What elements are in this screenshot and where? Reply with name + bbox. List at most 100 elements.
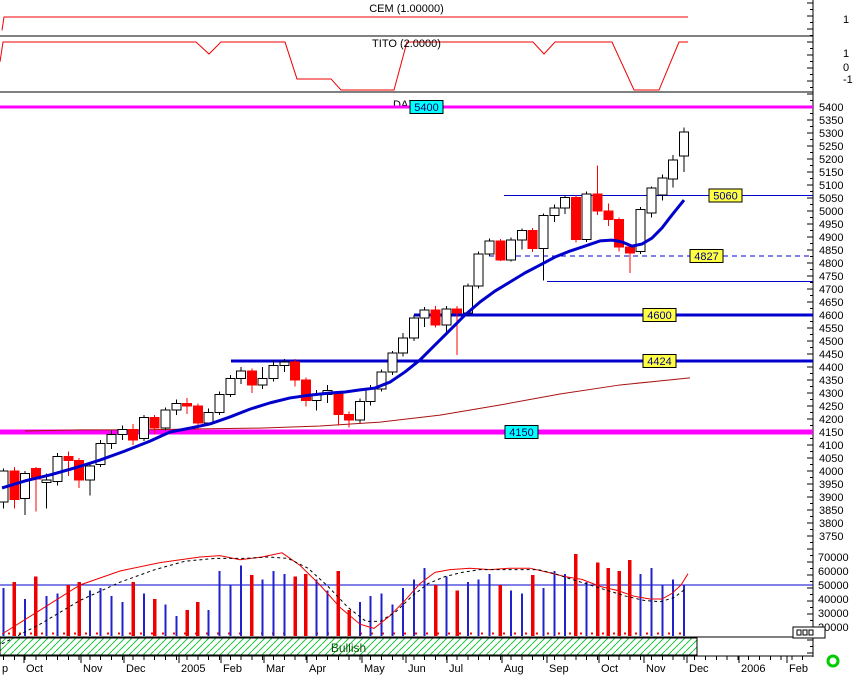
bullish-band	[0, 637, 698, 656]
price-level-box[interactable]	[689, 248, 724, 263]
week-ticks	[3, 656, 804, 660]
month-label: Sep	[549, 663, 569, 675]
price-axis-label: 4100	[819, 440, 843, 452]
volume-ma-black	[1, 556, 686, 645]
candle-body	[246, 370, 257, 386]
price-axis-label: 4250	[819, 401, 843, 413]
price-level-box[interactable]	[642, 308, 677, 322]
candle-body	[84, 465, 95, 481]
candle-body	[333, 392, 344, 415]
volume-axis-label: 30000	[818, 608, 849, 620]
price-level-box[interactable]	[409, 100, 444, 114]
price-level-label: 4150	[509, 427, 533, 439]
candle-body	[603, 210, 614, 220]
volume-bar	[185, 610, 189, 636]
volume-bar	[250, 575, 254, 636]
price-ma-fast	[1, 199, 686, 490]
tito-axis-label: 0	[843, 62, 849, 74]
price-axis-label: 4600	[819, 310, 843, 322]
volume-bar	[510, 590, 513, 636]
volume-bar	[455, 590, 459, 636]
price-axis-label: 4750	[819, 271, 843, 283]
price-axis-label: 5250	[819, 141, 843, 153]
candle-body	[408, 317, 419, 339]
month-label: p	[2, 663, 8, 675]
volume-bar	[336, 571, 341, 636]
candle-body	[52, 456, 63, 482]
volume-bar	[488, 573, 491, 636]
candle-body	[538, 215, 549, 250]
candle-body	[279, 361, 290, 367]
candle-body	[484, 240, 495, 255]
tito-axis-label: -1	[843, 74, 853, 86]
volume-bar	[682, 585, 685, 636]
month-label: Dec	[689, 663, 709, 675]
volume-bar	[369, 596, 372, 636]
candle-body	[365, 388, 376, 402]
candle-body	[203, 412, 214, 424]
price-axis-label: 5350	[819, 115, 843, 127]
volume-bars	[2, 554, 685, 636]
candle-body	[657, 177, 668, 196]
volume-bar	[293, 576, 297, 636]
candle-body	[668, 159, 679, 180]
price-level-box[interactable]	[708, 188, 743, 203]
volume-bar	[45, 596, 48, 636]
price-axis-label: 3850	[819, 505, 843, 517]
candle-body	[549, 207, 560, 217]
candles	[0, 127, 689, 516]
volume-bar	[412, 579, 415, 636]
price-axis-label: 4350	[819, 375, 843, 387]
volume-bar	[628, 559, 632, 636]
cem-line	[1, 16, 688, 31]
volume-bar	[530, 575, 535, 636]
price-axis-label: 5300	[819, 128, 843, 140]
candle-body	[95, 443, 106, 466]
volume-bar	[110, 596, 113, 636]
price-axis-label: 3800	[819, 518, 843, 530]
price-axis-label: 4150	[819, 427, 843, 439]
price-axis-label: 4500	[819, 336, 843, 348]
volume-bar	[520, 593, 523, 636]
price-axis-label: 5100	[819, 180, 843, 192]
volume-bar	[207, 610, 210, 636]
candle-body	[128, 428, 139, 441]
volume-bar	[66, 585, 71, 636]
volume-bar	[639, 573, 642, 636]
volume-bar	[218, 571, 221, 636]
month-label: Oct	[26, 663, 43, 675]
volume-bar	[2, 587, 5, 636]
volume-axis-label: 40000	[818, 594, 849, 606]
candle-body	[473, 253, 484, 287]
candle-body	[376, 371, 387, 390]
candle-body	[506, 239, 517, 261]
price-axis-label: 5200	[819, 154, 843, 166]
price-level-label: 4424	[647, 356, 671, 368]
price-axis-label: 4850	[819, 245, 843, 257]
month-label: Nov	[83, 663, 103, 675]
candle-body	[106, 434, 117, 445]
month-label: Jun	[408, 663, 426, 675]
price-axis-label: 5400	[819, 102, 843, 114]
month-label: May	[364, 663, 385, 675]
candle-body	[354, 400, 365, 421]
price-level-box[interactable]	[504, 425, 539, 439]
price-level-box[interactable]	[642, 353, 677, 368]
candle-body	[236, 370, 247, 380]
candle-body	[581, 193, 592, 241]
volume-bar	[283, 573, 286, 636]
candle-body	[214, 393, 225, 413]
candle-body	[268, 365, 279, 380]
volume-bar	[574, 554, 578, 636]
candle-body	[41, 479, 52, 484]
price-level-label: 4600	[647, 310, 671, 322]
volume-bar	[121, 601, 124, 636]
price-axis-labels: 5400535053005250520051505100505050004950…	[819, 102, 843, 543]
volume-bar	[617, 571, 621, 636]
month-label: Oct	[601, 663, 618, 675]
candle-body	[257, 378, 268, 386]
price-level-label: 4827	[694, 251, 718, 263]
volume-bar	[564, 573, 567, 636]
price-axis-label: 4950	[819, 219, 843, 231]
